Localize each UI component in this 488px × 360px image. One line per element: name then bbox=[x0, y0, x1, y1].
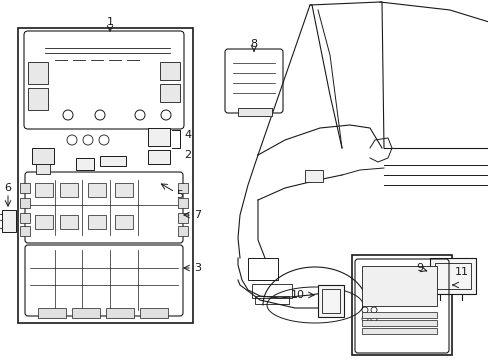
Text: 4: 4 bbox=[184, 130, 191, 140]
Bar bbox=[115, 215, 133, 229]
Bar bbox=[76, 158, 94, 170]
Bar bbox=[305, 170, 323, 182]
Bar bbox=[148, 128, 170, 146]
Bar bbox=[32, 148, 54, 164]
Bar bbox=[178, 183, 187, 193]
Bar bbox=[160, 62, 180, 80]
Bar bbox=[115, 183, 133, 197]
Bar bbox=[88, 215, 106, 229]
Bar bbox=[28, 62, 48, 84]
Bar bbox=[60, 183, 78, 197]
Text: 2: 2 bbox=[184, 150, 191, 160]
Text: 6: 6 bbox=[4, 183, 12, 193]
Bar bbox=[140, 308, 168, 318]
Bar bbox=[361, 312, 436, 318]
Bar bbox=[38, 308, 66, 318]
Text: 8: 8 bbox=[250, 39, 257, 49]
Bar bbox=[351, 255, 451, 355]
Bar bbox=[35, 183, 53, 197]
Bar bbox=[317, 285, 343, 317]
Bar bbox=[160, 84, 180, 102]
Bar bbox=[60, 215, 78, 229]
Bar bbox=[100, 156, 126, 166]
Text: 3: 3 bbox=[194, 263, 201, 273]
Text: 9: 9 bbox=[416, 263, 423, 273]
Text: 5: 5 bbox=[176, 190, 183, 200]
Bar bbox=[178, 213, 187, 223]
Bar bbox=[28, 88, 48, 110]
Bar bbox=[254, 296, 288, 304]
Bar bbox=[36, 164, 50, 174]
Bar bbox=[106, 308, 134, 318]
Bar bbox=[251, 284, 291, 298]
Bar bbox=[72, 308, 100, 318]
Text: 7: 7 bbox=[194, 210, 201, 220]
Bar bbox=[20, 226, 30, 236]
Bar bbox=[321, 289, 339, 313]
Bar bbox=[148, 150, 170, 164]
Bar bbox=[20, 213, 30, 223]
Bar bbox=[35, 215, 53, 229]
Bar bbox=[18, 28, 193, 323]
Bar bbox=[178, 226, 187, 236]
Bar bbox=[238, 108, 271, 116]
Bar bbox=[361, 266, 436, 306]
Bar bbox=[247, 258, 278, 280]
Bar bbox=[2, 210, 16, 232]
Bar bbox=[434, 263, 470, 289]
Bar bbox=[20, 198, 30, 208]
Bar bbox=[88, 183, 106, 197]
Bar bbox=[429, 258, 475, 294]
Text: 10: 10 bbox=[290, 290, 305, 300]
Bar bbox=[361, 328, 436, 334]
Bar bbox=[20, 183, 30, 193]
Bar bbox=[178, 198, 187, 208]
Text: 11: 11 bbox=[454, 267, 468, 277]
Bar bbox=[361, 320, 436, 326]
Text: 1: 1 bbox=[106, 17, 113, 27]
